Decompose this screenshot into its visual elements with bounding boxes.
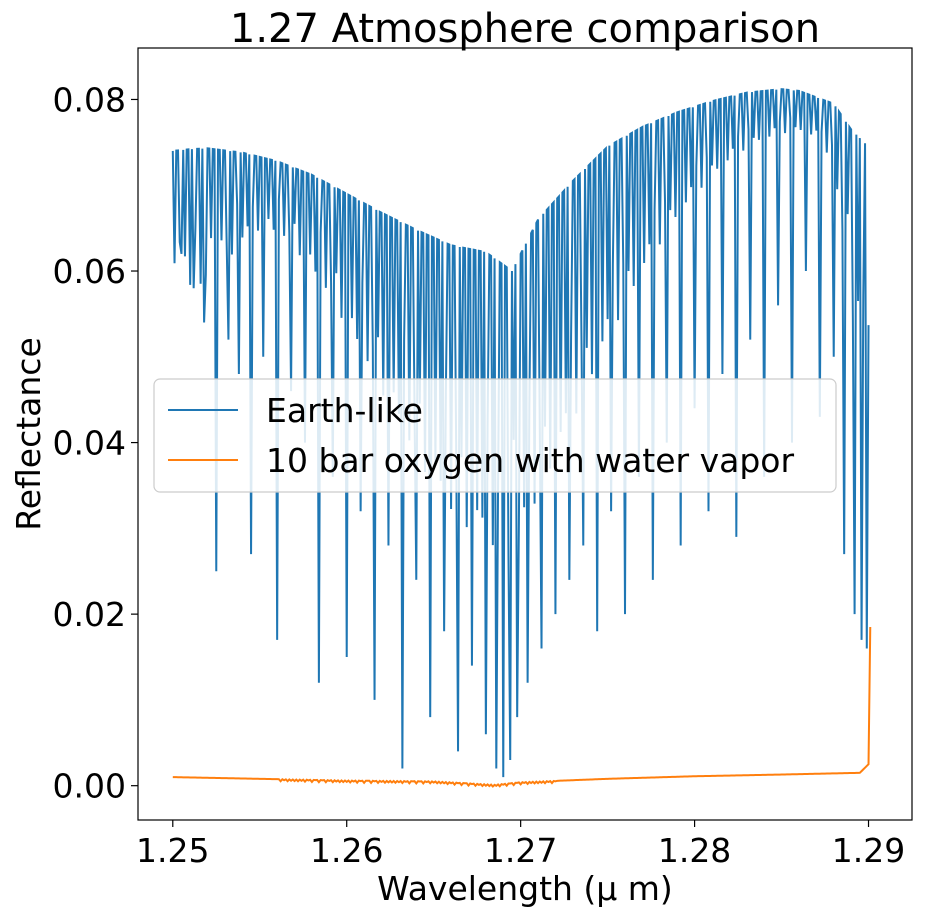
x-tick-label: 1.29 — [832, 831, 905, 870]
y-tick-label: 0.06 — [53, 252, 126, 291]
y-tick-label: 0.00 — [53, 767, 126, 806]
y-axis-label: Reflectance — [9, 337, 48, 531]
legend: Earth-like 10 bar oxygen with water vapor — [153, 378, 837, 493]
series-earth-like-line — [171, 88, 870, 778]
chart-title: 1.27 Atmosphere comparison — [230, 6, 820, 52]
y-tick-label: 0.08 — [53, 80, 126, 119]
y-axis-ticks: 0.00 0.02 0.04 0.06 0.08 — [53, 80, 138, 806]
plot-area — [137, 47, 913, 821]
legend-label: Earth-like — [266, 391, 423, 430]
legend-box — [153, 378, 837, 493]
legend-label: 10 bar oxygen with water vapor — [266, 441, 794, 480]
y-tick-label: 0.02 — [53, 595, 126, 634]
axes-frame — [137, 47, 913, 821]
x-tick-label: 1.28 — [658, 831, 731, 870]
series-10-bar-oxygen-line — [172, 626, 872, 788]
y-tick-label: 0.04 — [53, 424, 126, 463]
x-axis-label: Wavelength (μ m) — [377, 869, 673, 908]
x-tick-label: 1.25 — [136, 831, 209, 870]
series-layer — [171, 88, 872, 788]
x-tick-label: 1.26 — [310, 831, 383, 870]
x-tick-label: 1.27 — [484, 831, 557, 870]
x-axis-ticks: 1.25 1.26 1.27 1.28 1.29 — [136, 820, 905, 870]
